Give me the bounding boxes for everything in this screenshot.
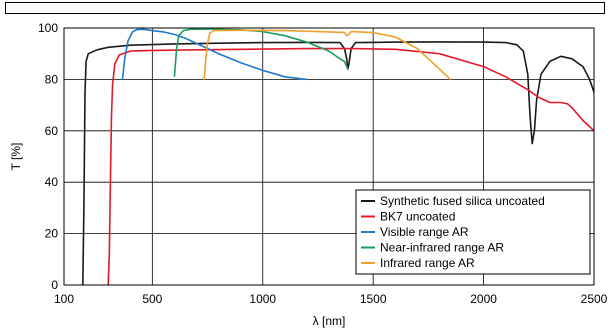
legend-label: Near-infrared range AR [380, 241, 504, 255]
x-tick-label: 2500 [581, 292, 608, 306]
x-tick-label: 2000 [470, 292, 497, 306]
plot-frame [63, 27, 595, 286]
y-tick-label: 0 [51, 278, 58, 292]
chart-title-box [5, 2, 605, 14]
y-tick-label: 20 [45, 227, 59, 241]
y-tick-label: 80 [45, 72, 59, 86]
y-tick-label: 100 [38, 21, 58, 35]
legend-label: Visible range AR [380, 225, 469, 239]
legend-box [355, 189, 591, 275]
x-tick-label: 100 [54, 292, 74, 306]
series-lines [82, 28, 595, 286]
legend: Synthetic fused silica uncoated BK7 uncoa… [355, 189, 591, 275]
series-line-4 [203, 29, 452, 80]
x-tick-label: 1500 [360, 292, 387, 306]
legend-label: Synthetic fused silica uncoated [380, 194, 545, 208]
legend-label: Infrared range AR [380, 256, 475, 270]
y-axis-label: T [%] [9, 143, 23, 171]
series-line-0 [82, 41, 595, 286]
y-tick-label: 40 [45, 175, 59, 189]
x-axis-label: λ [nm] [313, 314, 346, 328]
series-line-2 [121, 28, 307, 81]
legend-label: BK7 uncoated [380, 210, 455, 224]
x-tick-label: 1000 [249, 292, 276, 306]
tick-labels: 100 500 1000 1500 2000 2500 0 20 40 60 80 100 [38, 21, 608, 306]
x-tick-label: 500 [142, 292, 162, 306]
series-line-1 [107, 47, 595, 286]
y-tick-label: 60 [45, 124, 59, 138]
